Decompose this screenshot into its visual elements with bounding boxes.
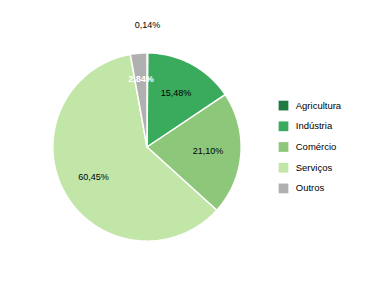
svg-text:Agricultura: Agricultura bbox=[296, 100, 342, 111]
svg-text:2,84%: 2,84% bbox=[128, 74, 154, 84]
svg-text:Outros: Outros bbox=[296, 182, 325, 193]
svg-text:0,14%: 0,14% bbox=[135, 20, 161, 30]
svg-text:Serviços: Serviços bbox=[296, 162, 333, 173]
svg-text:Comércio: Comércio bbox=[296, 141, 337, 152]
svg-text:Indústria: Indústria bbox=[296, 120, 333, 131]
svg-text:60,45%: 60,45% bbox=[78, 172, 109, 182]
svg-text:15,48%: 15,48% bbox=[161, 88, 192, 98]
svg-text:21,10%: 21,10% bbox=[193, 146, 224, 156]
